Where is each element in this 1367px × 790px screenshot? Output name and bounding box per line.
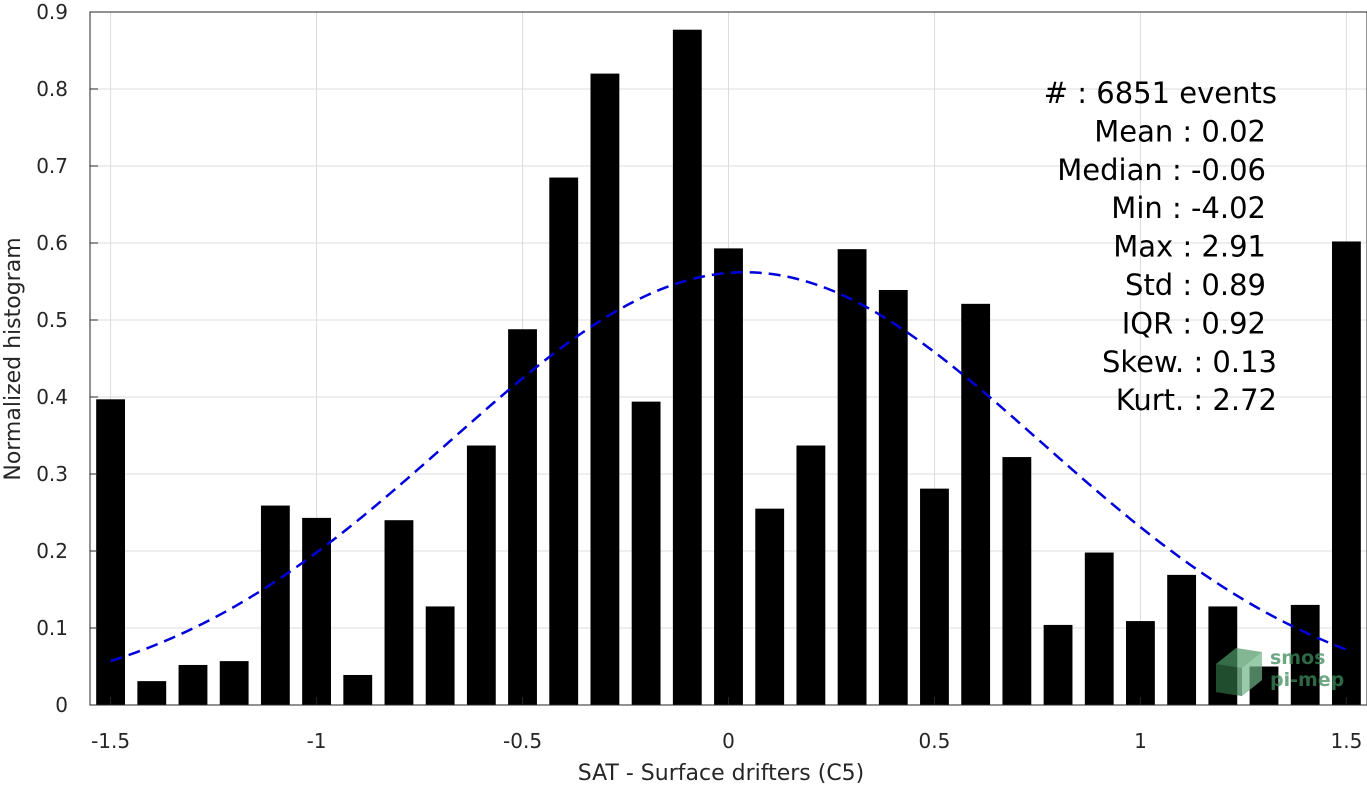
histogram-bar	[1331, 241, 1361, 705]
histogram-bar	[920, 488, 949, 705]
x-tick-label: -0.5	[503, 729, 542, 753]
histogram-bar	[878, 289, 908, 705]
histogram-bar	[508, 329, 537, 705]
logo-cube-icon	[1216, 648, 1262, 696]
x-axis-label: SAT - Surface drifters (C5)	[578, 761, 865, 785]
stats-line: Median : -0.06	[1057, 153, 1266, 187]
histogram-bar	[755, 508, 785, 705]
x-tick-label: -1	[307, 729, 327, 753]
stats-annotation: # : 6851 events Mean : 0.02 Median : -0.06…	[1044, 76, 1277, 417]
y-tick-label: 0.3	[36, 462, 68, 486]
bar-layer	[96, 29, 1361, 706]
histogram-bar	[96, 399, 126, 705]
histogram-bar	[302, 517, 331, 705]
y-tick-label: 0.5	[36, 308, 68, 332]
stats-line: Kurt. : 2.72	[1116, 383, 1277, 417]
x-tick-label: 1	[1134, 729, 1147, 753]
y-tick-label: 0.9	[36, 0, 68, 24]
x-tick-label: 0	[722, 729, 735, 753]
stats-line: Std : 0.89	[1125, 268, 1266, 302]
gaussian-fit-curve	[110, 271, 1347, 663]
logo-text-line1: smos	[1270, 647, 1325, 669]
stats-line: Mean : 0.02	[1094, 114, 1266, 148]
x-tick-label: 0.5	[919, 729, 951, 753]
histogram-bar	[137, 681, 167, 705]
histogram-bar	[343, 674, 373, 705]
y-axis-label: Normalized histogram	[1, 237, 26, 480]
histogram-bar	[796, 445, 826, 705]
x-tick-label: 1.5	[1330, 729, 1362, 753]
histogram-bar	[1167, 574, 1197, 705]
histogram-bar	[961, 303, 991, 705]
histogram-bar	[1002, 457, 1032, 705]
stats-line: Skew. : 0.13	[1102, 345, 1277, 379]
histogram-bar	[1290, 604, 1320, 705]
histogram-bar	[1084, 552, 1114, 705]
stats-line: # : 6851 events	[1044, 76, 1277, 110]
y-tick-label: 0.7	[36, 154, 68, 178]
histogram-bar	[466, 445, 496, 705]
y-tick-label: 0.4	[36, 385, 68, 409]
stats-line: Max : 2.91	[1113, 230, 1266, 264]
histogram-bar	[178, 664, 208, 705]
logo-text-line2: pi-mep	[1270, 669, 1344, 691]
tick-layer: -1.5 -1 -0.5 0 0.5 1 1.5 0 0.1 0.2 0.3 0.4 0.5 0.6 0.7…	[36, 0, 1362, 753]
stats-line: IQR : 0.92	[1122, 306, 1266, 340]
histogram-bar	[714, 248, 743, 705]
histogram-bar	[384, 520, 414, 705]
histogram-bar	[672, 29, 702, 705]
histogram-bar	[260, 505, 290, 705]
x-tick-label: -1.5	[91, 729, 130, 753]
y-tick-label: 0	[55, 693, 68, 717]
y-tick-label: 0.8	[36, 77, 68, 101]
histogram-bar	[549, 177, 579, 706]
histogram-bar	[590, 73, 620, 706]
histogram-bar	[1126, 621, 1155, 705]
histogram-bar	[1043, 624, 1073, 705]
y-tick-label: 0.2	[36, 539, 68, 563]
histogram-bar	[219, 661, 249, 705]
smos-pimep-logo: smos pi-mep	[1216, 647, 1344, 696]
stats-line: Min : -4.02	[1111, 191, 1266, 225]
y-tick-label: 0.1	[36, 616, 68, 640]
histogram-bar	[631, 401, 661, 705]
y-tick-label: 0.6	[36, 231, 68, 255]
histogram-bar	[425, 606, 455, 705]
histogram-bar	[837, 249, 867, 705]
